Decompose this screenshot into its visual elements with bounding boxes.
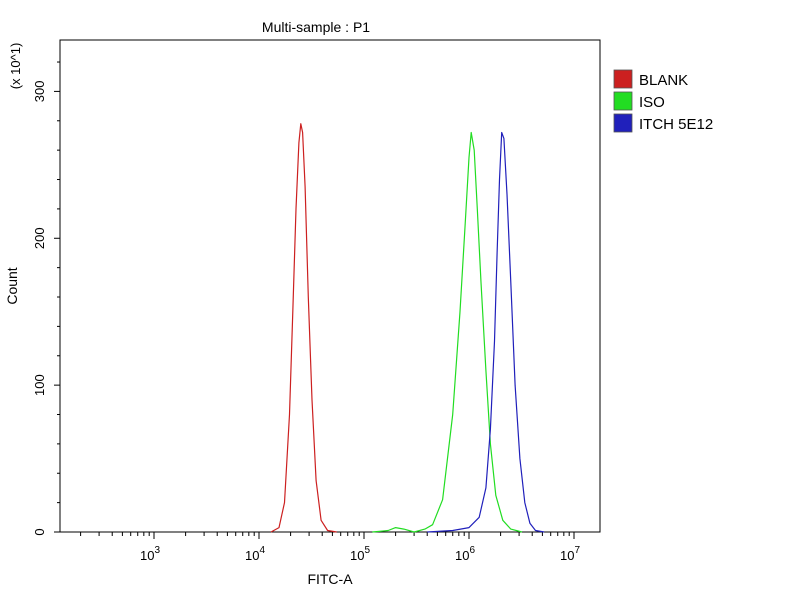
x-tick-base: 10 <box>140 548 154 563</box>
y-axis-label: Count <box>4 267 20 304</box>
y-axis: 0 100 200 300 <box>32 61 60 536</box>
x-tick-base: 10 <box>245 548 259 563</box>
x-axis: 103 104 105 106 107 <box>80 532 580 563</box>
x-tick-base: 10 <box>455 548 469 563</box>
x-tick-base: 10 <box>560 548 574 563</box>
y-tick-label-text: 0 <box>32 528 47 535</box>
y-tick-label: 300 <box>32 81 47 103</box>
legend-label-blank: BLANK <box>639 72 688 89</box>
x-tick-exponent: 6 <box>469 545 475 556</box>
legend: BLANK ISO ITCH 5E12 <box>613 69 713 133</box>
x-tick-label: 103 <box>140 545 160 563</box>
x-tick-exponent: 7 <box>574 545 580 556</box>
legend-swatch-iso <box>613 91 633 111</box>
x-tick-label: 104 <box>245 545 265 563</box>
series-line-itch-5e12 <box>427 131 545 533</box>
x-tick-exponent: 4 <box>259 545 265 556</box>
y-axis-multiplier: (x 10^1) <box>8 43 23 90</box>
x-tick-exponent: 5 <box>364 545 370 556</box>
x-tick-exponent: 3 <box>154 545 160 556</box>
x-tick-label: 105 <box>350 545 370 563</box>
series-line-iso <box>372 131 523 533</box>
series-layer <box>270 123 545 533</box>
x-tick-label: 107 <box>560 545 580 563</box>
y-tick-label: 200 <box>32 227 47 249</box>
y-tick-label-text: 300 <box>32 81 47 103</box>
x-axis-label: FITC-A <box>307 571 353 587</box>
plot-frame <box>59 39 601 533</box>
legend-label-itch-5e12: ITCH 5E12 <box>639 116 713 133</box>
legend-swatch-blank <box>613 69 633 89</box>
x-tick-base: 10 <box>350 548 364 563</box>
legend-label-iso: ISO <box>639 94 665 111</box>
y-tick-label: 100 <box>32 374 47 396</box>
x-tick-label: 106 <box>455 545 475 563</box>
y-tick-label: 0 <box>32 528 47 535</box>
legend-swatch-itch-5e12 <box>613 113 633 133</box>
y-tick-label-text: 100 <box>32 374 47 396</box>
chart-title: Multi-sample : P1 <box>262 19 370 35</box>
series-line-blank <box>270 123 337 533</box>
y-tick-label-text: 200 <box>32 227 47 249</box>
